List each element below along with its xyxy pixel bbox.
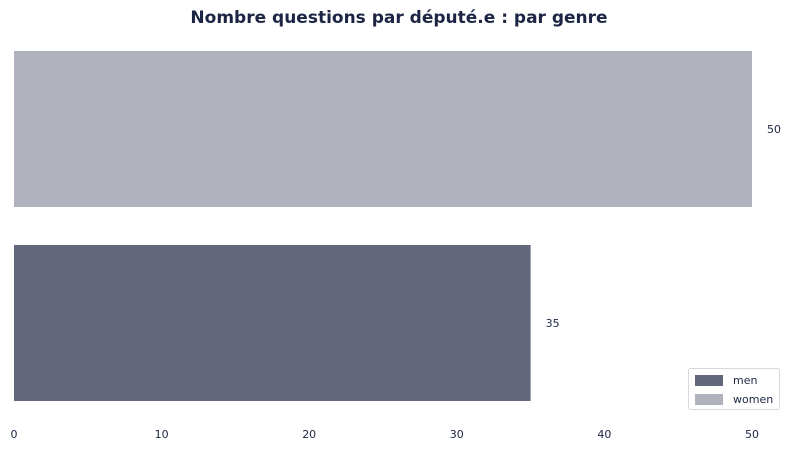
legend-swatch-women (695, 393, 723, 405)
x-tick-label: 20 (302, 428, 316, 441)
legend-item-women: women (695, 392, 773, 406)
x-tick-label: 40 (597, 428, 611, 441)
chart-title: Nombre questions par député.e : par genr… (190, 8, 608, 28)
x-tick-label: 30 (450, 428, 464, 441)
legend: men women (688, 368, 780, 410)
data-label-men: 35 (546, 317, 560, 330)
legend-label-men: men (733, 373, 758, 387)
x-tick-label: 0 (11, 428, 18, 441)
x-tick-label: 10 (155, 428, 169, 441)
legend-label-women: women (733, 392, 774, 406)
legend-item-men: men (695, 373, 757, 387)
bar-women (14, 51, 752, 207)
x-tick-label: 50 (745, 428, 759, 441)
legend-swatch-men (695, 374, 723, 386)
bar-men (14, 245, 531, 401)
data-label-women: 50 (767, 123, 781, 136)
